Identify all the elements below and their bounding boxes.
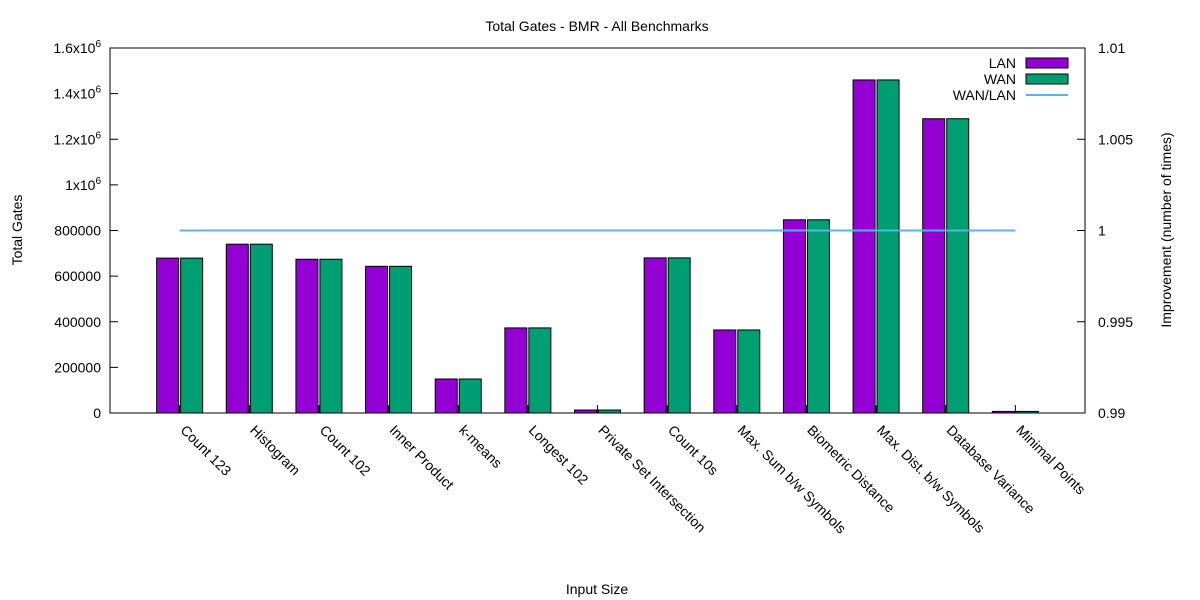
- legend-label-wan-lan: WAN/LAN: [953, 87, 1016, 103]
- x-tick-label-4: Inner Product: [386, 422, 457, 493]
- y2-tick-label-1: 0.995: [1098, 314, 1133, 330]
- bar-lan-4: [365, 265, 389, 414]
- y2-tick-label-0: 0.99: [1098, 405, 1125, 421]
- bar-lan-10: [782, 219, 806, 414]
- x-tick-label-5: k-means: [456, 422, 505, 471]
- bar-wan-12: [946, 118, 970, 414]
- bar-lan-5: [434, 378, 458, 414]
- y-tick-label-4: 800000: [54, 223, 101, 239]
- y-tick-label-1: 200000: [54, 359, 101, 375]
- x-tick-label-6: Longest 102: [526, 422, 592, 488]
- legend-label-lan: LAN: [989, 55, 1016, 71]
- bar-wan-4: [389, 265, 413, 414]
- y-tick-label-2: 400000: [54, 314, 101, 330]
- legend-label-wan: WAN: [984, 71, 1016, 87]
- bar-wan-3: [319, 258, 343, 414]
- axes-group: 0 200000 400000 600000 800000 1x106 1.2x106 1.4…: [53, 39, 1133, 537]
- bar-wan-2: [249, 243, 273, 414]
- y-axis-label: Total Gates: [9, 195, 25, 266]
- bar-lan-6: [504, 327, 528, 414]
- bar-lan-3: [295, 258, 319, 414]
- x-tick-label-8: Count 10s: [665, 422, 721, 478]
- y-tick-label-5: 1x106: [65, 176, 101, 193]
- chart-title: Total Gates - BMR - All Benchmarks: [485, 18, 708, 34]
- y2-tick-label-3: 1.005: [1098, 131, 1133, 147]
- y-tick-label-7: 1.4x106: [53, 85, 101, 102]
- y-tick-label-0: 0: [93, 405, 101, 421]
- bar-wan-6: [528, 327, 552, 414]
- legend-swatch-wan: [1025, 73, 1069, 85]
- x-tick-label-3: Count 102: [317, 422, 374, 479]
- bar-wan-9: [737, 329, 761, 414]
- x-tick-label-1: Count 123: [178, 422, 235, 479]
- y-tick-label-3: 600000: [54, 268, 101, 284]
- y2-tick-label-4: 1.01: [1098, 40, 1125, 56]
- x-axis-label: Input Size: [566, 581, 628, 597]
- bar-wan-5: [458, 378, 482, 414]
- bar-lan-11: [852, 79, 876, 414]
- bar-wan-1: [180, 257, 204, 414]
- bar-lan-9: [713, 329, 737, 414]
- x-tick-label-2: Histogram: [247, 422, 303, 478]
- legend-swatch-lan: [1025, 57, 1069, 69]
- bar-lan-2: [225, 243, 249, 414]
- x-tick-label-13: Minimal Points: [1013, 422, 1089, 498]
- bar-wan-8: [667, 257, 691, 414]
- y2-axis-label: Improvement (number of times): [1158, 132, 1174, 327]
- y-tick-label-6: 1.2x106: [53, 130, 101, 147]
- bar-lan-12: [922, 118, 946, 414]
- bar-lan-1: [156, 257, 180, 414]
- bar-wan-10: [806, 219, 830, 414]
- bar-lan-8: [643, 257, 667, 414]
- bar-wan-11: [876, 79, 900, 414]
- y2-tick-label-2: 1: [1098, 223, 1106, 239]
- bars-group: [156, 79, 1039, 414]
- y-tick-label-8: 1.6x106: [53, 39, 101, 56]
